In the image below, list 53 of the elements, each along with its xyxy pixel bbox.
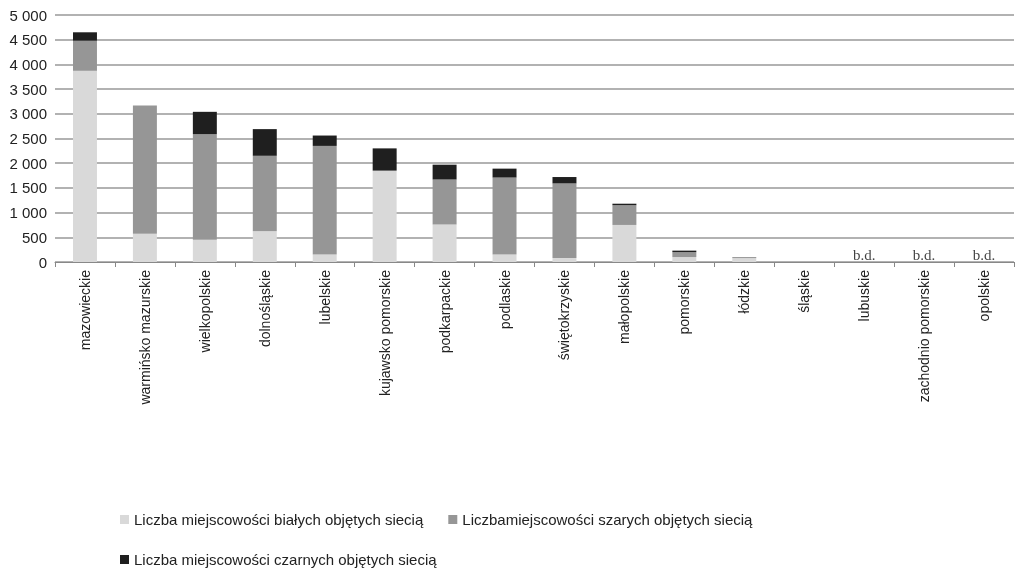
bar [252, 129, 277, 156]
y-tick-label: 2 500 [9, 130, 47, 147]
y-tick-label: 0 [38, 253, 47, 271]
x-tick-label: wielkopolskie [196, 269, 213, 354]
x-tick-label: łódzkie [736, 269, 753, 314]
y-tick-label: 4 500 [9, 31, 47, 49]
bar [432, 224, 457, 262]
legend-label: Liczba miejscowości białych objętych siecią [134, 511, 424, 528]
x-tick-label: świętokrzyskie [556, 269, 573, 361]
y-tick-label: 500 [21, 228, 47, 246]
bar [372, 148, 397, 171]
bar [552, 258, 577, 262]
y-tick-label: 3 000 [9, 105, 47, 123]
y-tick-label: 2 000 [9, 154, 47, 172]
bar [372, 170, 397, 262]
x-tick-label: śląskie [796, 269, 813, 313]
x-tick-label: małopolskie [616, 269, 633, 344]
legend-label: Liczbamiejscowości szarych objętych siecią [462, 511, 754, 528]
y-tick-label: 3 500 [9, 80, 47, 98]
y-tick-label: 5 000 [9, 6, 47, 24]
y-tick-label: 1 000 [9, 204, 47, 222]
bar [672, 252, 697, 258]
bar [612, 224, 637, 262]
text: b.d. [912, 246, 936, 263]
y-tick-label: 1 500 [9, 179, 47, 197]
x-tick-label: lubelskie [316, 269, 333, 325]
text: b.d. [852, 246, 876, 263]
bar [132, 233, 157, 262]
bar [552, 177, 577, 184]
x-tick-label: lubuskie [856, 269, 873, 322]
text: b.d. [972, 246, 996, 263]
x-tick-label: podlaskie [496, 269, 513, 330]
x-tick-label: zachodnio pomorskie [916, 269, 933, 403]
bar [492, 254, 517, 262]
x-tick-label: warmińsko mazurskie [136, 269, 153, 406]
bar [192, 239, 217, 262]
bar [72, 70, 97, 262]
x-tick-label: podkarpackie [436, 269, 453, 354]
bar [192, 111, 217, 135]
bar [432, 164, 457, 180]
bar [312, 135, 337, 146]
y-tick-label: 4 000 [9, 55, 47, 73]
x-tick-label: pomorskie [676, 269, 693, 335]
legend-label: Liczba miejscowości czarnych objętych siecią [134, 551, 438, 568]
x-tick-label: opolskie [976, 269, 993, 322]
bar [252, 231, 277, 262]
bar [312, 254, 337, 262]
x-tick-label: mazowieckie [76, 269, 93, 351]
x-tick-label: kujawsko pomorskie [376, 269, 393, 397]
bar [492, 168, 517, 178]
bar [72, 32, 97, 41]
bar [672, 257, 697, 262]
x-tick-label: dolnośląskie [256, 269, 273, 348]
